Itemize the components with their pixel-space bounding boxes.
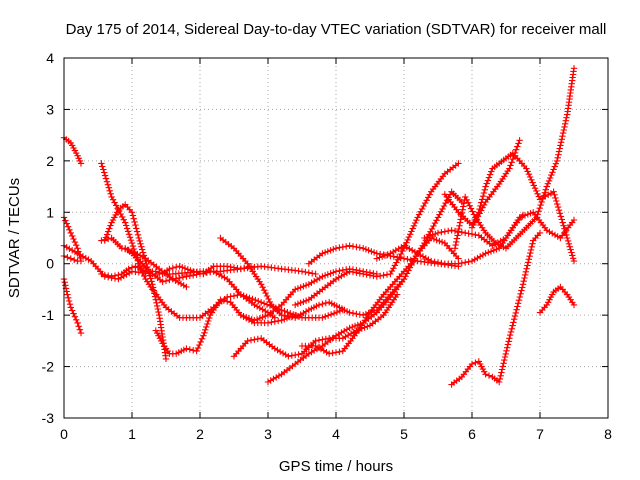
- series-arc-22: [451, 65, 578, 252]
- series-arc-24: [448, 229, 544, 388]
- series-markers: [298, 188, 465, 357]
- y-tick-label: 0: [46, 256, 54, 272]
- x-tick-label: 2: [196, 426, 204, 442]
- y-tick-label: 3: [46, 101, 54, 117]
- x-axis-label: GPS time / hours: [279, 458, 393, 475]
- data-series-group: [60, 65, 578, 388]
- axis-ticks: 0 1 2 3 4 5 6 7 8 -3 -2 -1 0 1 2 3 4: [42, 50, 613, 442]
- series-arc-23: [468, 137, 523, 231]
- x-tick-label: 6: [468, 426, 476, 442]
- x-tick-label: 8: [604, 426, 612, 442]
- y-tick-label: 4: [46, 50, 54, 66]
- x-tick-label: 3: [264, 426, 272, 442]
- series-arc-15: [264, 234, 462, 386]
- series-arc-4: [60, 252, 81, 265]
- x-tick-label: 7: [536, 426, 544, 442]
- x-tick-label: 0: [60, 426, 68, 442]
- series-arc-20: [421, 209, 578, 249]
- x-tick-label: 1: [128, 426, 136, 442]
- series-arc-6: [98, 160, 346, 321]
- chart-title: Day 175 of 2014, Sidereal Day-to-day VTE…: [66, 21, 607, 38]
- series-arc-7: [98, 234, 190, 291]
- series-arc-17: [298, 188, 465, 357]
- series-markers: [98, 234, 190, 291]
- y-tick-label: -1: [42, 307, 55, 323]
- series-markers: [264, 234, 462, 386]
- series-markers: [421, 209, 578, 249]
- x-tick-label: 5: [400, 426, 408, 442]
- x-tick-label: 4: [332, 426, 340, 442]
- y-tick-label: 1: [46, 204, 54, 220]
- series-markers: [448, 229, 544, 388]
- series-markers: [451, 65, 578, 252]
- y-tick-label: -2: [42, 359, 55, 375]
- series-arc-10: [122, 245, 278, 321]
- series-markers: [122, 245, 278, 321]
- series-trace: [539, 286, 575, 314]
- y-tick-label: 2: [46, 153, 54, 169]
- y-axis-label: SDTVAR / TECUs: [6, 178, 23, 298]
- series-markers: [468, 137, 523, 231]
- series-arc-25: [536, 283, 578, 316]
- series-markers: [152, 296, 299, 357]
- series-arc-11: [152, 296, 299, 357]
- y-tick-label: -3: [42, 410, 55, 426]
- grid: [64, 58, 608, 418]
- series-trace: [63, 137, 82, 164]
- series-markers: [536, 283, 578, 316]
